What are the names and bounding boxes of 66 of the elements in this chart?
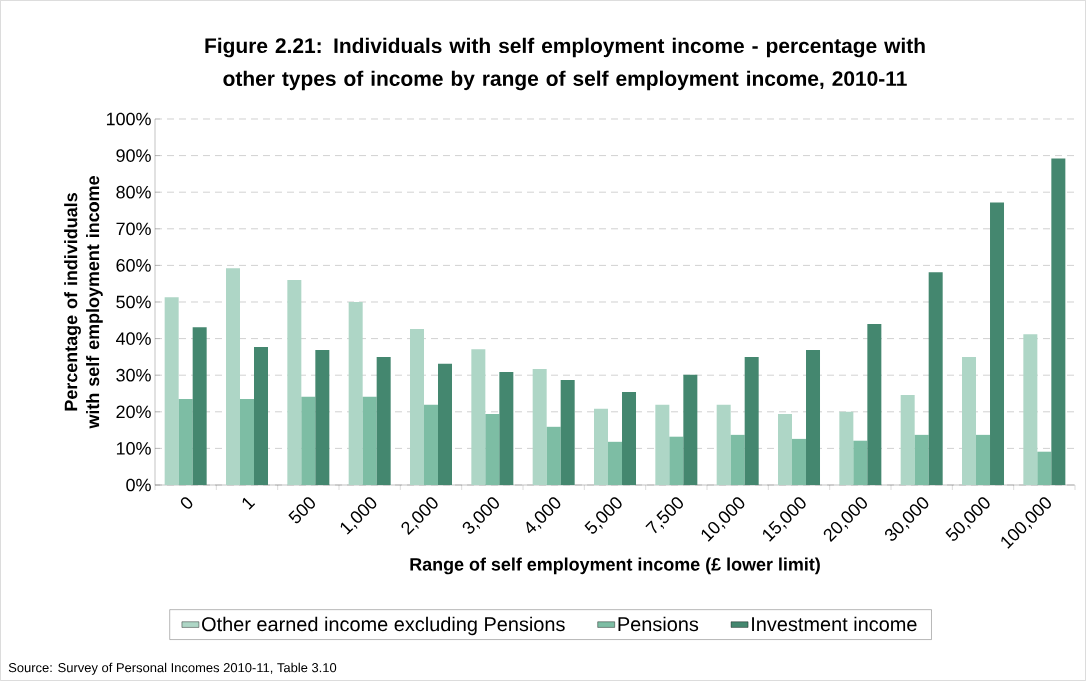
- bar: [976, 434, 991, 485]
- bar: [655, 404, 670, 485]
- x-tick-label: 500: [288, 497, 315, 524]
- bar: [867, 323, 882, 485]
- y-tick-label: 20%: [116, 405, 151, 419]
- y-tick-label: 40%: [116, 332, 151, 345]
- y-tick-label: 30%: [116, 368, 151, 382]
- bar: [438, 363, 452, 485]
- bar: [164, 297, 179, 485]
- bar: [792, 438, 807, 485]
- bar: [362, 396, 377, 485]
- y-tick-label: 80%: [116, 185, 151, 199]
- bar: [376, 356, 391, 485]
- bar: [471, 349, 486, 485]
- bar: [499, 371, 514, 485]
- bar: [410, 329, 424, 485]
- bar: [192, 327, 207, 485]
- legend-label: Other earned income excluding Pensions: [202, 616, 565, 636]
- bar: [839, 411, 854, 485]
- bar: [778, 414, 793, 485]
- bar: [669, 436, 684, 485]
- bar: [622, 392, 637, 485]
- bar: [683, 374, 698, 485]
- bar: [560, 379, 575, 485]
- bar: [348, 302, 363, 485]
- bar: [287, 280, 302, 485]
- source-note: Source: Survey of Personal Incomes 2010-11, Table 3.10: [8, 662, 337, 675]
- legend-label: Investment income: [752, 616, 917, 632]
- bar: [226, 268, 240, 485]
- bar: [301, 396, 316, 485]
- y-tick-label: 100%: [106, 112, 151, 126]
- y-tick-label: 60%: [116, 259, 151, 272]
- bar: [853, 440, 868, 485]
- bar: [485, 414, 500, 485]
- bar: [716, 404, 731, 485]
- legend-label: Pensions: [618, 616, 699, 632]
- bar: [594, 408, 609, 485]
- bar: [730, 434, 745, 485]
- bar: [1037, 451, 1052, 485]
- bar: [928, 272, 943, 485]
- bar: [914, 434, 929, 485]
- chart-title: Figure 2.21: Individuals with self employment income - percentage with other types of income by range of self employment income, 2010-11: [205, 37, 925, 91]
- bar: [546, 426, 561, 485]
- bar: [806, 349, 821, 485]
- y-tick-label: 90%: [116, 149, 151, 162]
- bar: [178, 398, 193, 485]
- y-tick-label: 0%: [126, 478, 151, 492]
- bar: [900, 394, 915, 485]
- bar: [532, 368, 547, 485]
- bar: [1023, 334, 1038, 485]
- x-tick-label: 0: [180, 497, 193, 509]
- y-axis-title: Percentage of individuals with self employment income: [64, 176, 103, 429]
- y-tick-label: 10%: [116, 442, 151, 455]
- bar: [1051, 158, 1066, 485]
- bar: [240, 398, 254, 485]
- bar: [424, 404, 438, 485]
- bar: [962, 356, 977, 485]
- bar: [744, 356, 759, 485]
- x-axis-title: Range of self employment income (£ lower limit): [410, 557, 820, 575]
- y-tick-label: 50%: [116, 295, 151, 309]
- y-tick-label: 70%: [116, 222, 151, 236]
- bar: [315, 349, 330, 485]
- bar: [608, 441, 623, 485]
- bar: [990, 202, 1005, 485]
- bar: [254, 347, 268, 485]
- x-tick-label: 1: [242, 497, 256, 510]
